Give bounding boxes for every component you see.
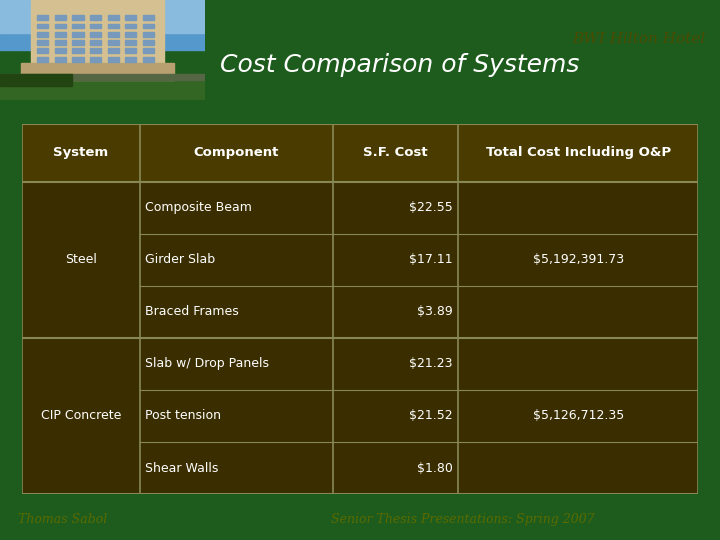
Bar (0, 75, 72, 85)
Bar (90, 32, 102, 37)
Bar (107, 49, 119, 53)
Text: System: System (53, 146, 109, 159)
Bar (143, 24, 154, 29)
Bar (90, 49, 102, 53)
Bar (90, 57, 102, 62)
Text: Senior Thesis Presentations: Spring 2007: Senior Thesis Presentations: Spring 2007 (331, 513, 595, 526)
Bar (22, 286, 698, 338)
Bar (143, 57, 154, 62)
Text: $21.52: $21.52 (409, 409, 453, 422)
Text: Thomas Sabol: Thomas Sabol (18, 513, 107, 526)
Text: S.F. Cost: S.F. Cost (363, 146, 428, 159)
Bar (107, 32, 119, 37)
Bar (37, 24, 48, 29)
Bar (72, 32, 84, 37)
Bar (107, 15, 119, 20)
Text: Post tension: Post tension (145, 409, 222, 422)
Bar (125, 57, 137, 62)
Bar (55, 57, 66, 62)
Bar (143, 40, 154, 45)
Bar (72, 15, 84, 20)
Bar (72, 24, 84, 29)
Text: Slab w/ Drop Panels: Slab w/ Drop Panels (145, 357, 269, 370)
Bar (107, 57, 119, 62)
Bar (22, 338, 698, 390)
Text: Component: Component (194, 146, 279, 159)
Bar (107, 24, 119, 29)
Bar (125, 40, 137, 45)
Bar (55, 40, 66, 45)
Text: $5,126,712.35: $5,126,712.35 (533, 409, 624, 422)
Bar (72, 49, 84, 53)
Bar (55, 24, 66, 29)
Bar (37, 49, 48, 53)
Bar (22, 234, 698, 286)
Text: Composite Beam: Composite Beam (145, 201, 252, 214)
Bar (55, 15, 66, 20)
Bar (90, 24, 102, 29)
Bar (37, 15, 48, 20)
Bar (125, 32, 137, 37)
Text: BWI Hilton Hotel: BWI Hilton Hotel (572, 32, 705, 46)
Bar (0, 0, 205, 50)
Bar (22, 124, 698, 181)
Text: $5,192,391.73: $5,192,391.73 (533, 253, 624, 266)
Text: Steel: Steel (65, 253, 96, 266)
Text: $3.89: $3.89 (417, 305, 453, 318)
Text: $21.23: $21.23 (409, 357, 453, 370)
Bar (37, 40, 48, 45)
Bar (22, 181, 698, 234)
Bar (90, 40, 102, 45)
Bar (125, 24, 137, 29)
Text: $1.80: $1.80 (417, 462, 453, 475)
Bar (72, 40, 84, 45)
Bar (0, 0, 205, 33)
Text: Braced Frames: Braced Frames (145, 305, 239, 318)
Text: Cost Comparison of Systems: Cost Comparison of Systems (220, 53, 579, 77)
Bar (0, 75, 205, 80)
Bar (72, 57, 84, 62)
Bar (22, 390, 698, 442)
Bar (20, 63, 174, 80)
Bar (55, 32, 66, 37)
Bar (37, 57, 48, 62)
Bar (143, 49, 154, 53)
Bar (125, 15, 137, 20)
Bar (125, 49, 137, 53)
Text: Total Cost Including O&P: Total Cost Including O&P (486, 146, 671, 159)
Text: Shear Walls: Shear Walls (145, 462, 219, 475)
Text: Girder Slab: Girder Slab (145, 253, 215, 266)
Bar (143, 32, 154, 37)
Text: $17.11: $17.11 (409, 253, 453, 266)
Bar (22, 442, 698, 494)
Text: $22.55: $22.55 (409, 201, 453, 214)
Bar (55, 49, 66, 53)
Bar (90, 15, 102, 20)
Bar (31, 1, 164, 80)
Bar (107, 40, 119, 45)
Bar (37, 32, 48, 37)
Bar (143, 15, 154, 20)
Bar (0, 76, 205, 100)
Text: CIP Concrete: CIP Concrete (40, 409, 121, 422)
